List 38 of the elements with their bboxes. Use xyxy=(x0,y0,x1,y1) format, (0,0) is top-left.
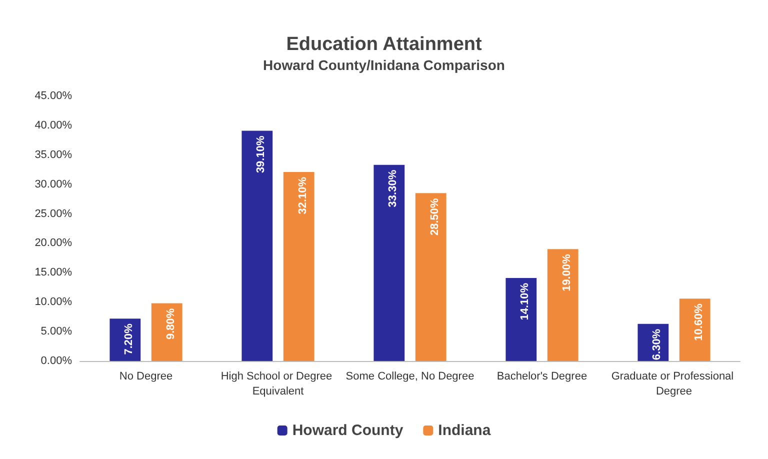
x-tick-label: Graduate or Professional Degree xyxy=(611,370,737,398)
y-tick-label: 25.00% xyxy=(34,208,72,220)
bar xyxy=(374,164,405,361)
bar xyxy=(547,249,578,361)
data-label: 7.20% xyxy=(123,323,136,355)
legend-label: Howard County xyxy=(292,422,404,439)
y-tick-label: 30.00% xyxy=(34,178,72,190)
bar xyxy=(242,130,273,361)
x-tick-label: Some College, No Degree xyxy=(346,370,474,382)
y-tick-label: 10.00% xyxy=(34,296,72,308)
y-tick-label: 40.00% xyxy=(34,119,72,132)
data-label: 33.30% xyxy=(387,170,400,208)
data-label: 39.10% xyxy=(255,136,268,174)
legend-label: Indiana xyxy=(438,422,492,439)
bar xyxy=(506,278,537,361)
data-label: 6.30% xyxy=(651,328,664,360)
data-label: 10.60% xyxy=(692,303,705,341)
data-label: 19.00% xyxy=(560,254,573,292)
data-label: 32.10% xyxy=(296,176,309,214)
bar xyxy=(151,303,182,361)
bar xyxy=(283,172,314,361)
y-tick-label: 15.00% xyxy=(34,266,72,279)
x-tick-label: High School or Degree Equivalent xyxy=(220,370,336,398)
bar xyxy=(415,193,446,361)
y-tick-label: 20.00% xyxy=(34,237,72,250)
data-label: 9.80% xyxy=(164,308,177,340)
chart-title: Education Attainment xyxy=(286,34,482,55)
bar xyxy=(679,298,710,361)
x-tick-label: Bachelor's Degree xyxy=(496,370,588,382)
data-label: 14.10% xyxy=(519,282,532,320)
data-label: 28.50% xyxy=(428,198,441,236)
y-tick-label: 0.00% xyxy=(40,355,72,367)
x-tick-label: No Degree xyxy=(119,370,173,382)
y-tick-label: 45.00% xyxy=(34,90,72,102)
chart-subtitle: Howard County/Inidana Comparison xyxy=(263,57,505,73)
y-tick-label: 5.00% xyxy=(40,326,72,338)
bar xyxy=(110,318,141,361)
y-tick-label: 35.00% xyxy=(34,148,72,161)
